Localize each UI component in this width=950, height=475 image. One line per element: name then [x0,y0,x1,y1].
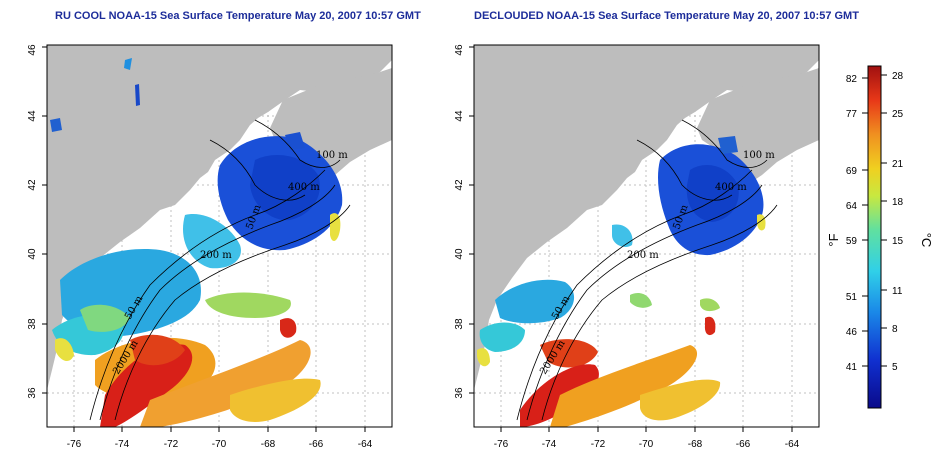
lat-tick-label: 46 [27,44,38,56]
lat-tick-label: 40 [454,248,465,260]
left-map-panel: 100 m 400 m 50 m 200 m 50 m 2000 m -76 -… [27,44,393,450]
lon-tick-label: -66 [736,439,751,450]
lon-tick-label: -76 [67,439,82,450]
land-mass [474,45,819,390]
contour-label: 100 m [316,150,348,161]
lat-tick-label: 44 [454,110,465,122]
bathymetry-contours-right [516,119,778,421]
lon-tick-label: -68 [688,439,703,450]
lon-tick-label: -72 [164,439,179,450]
celsius-tick-label: 28 [892,71,904,82]
celsius-tick-label: 11 [892,286,903,297]
fahrenheit-tick-label: 41 [846,362,858,373]
lon-tick-label: -74 [542,439,557,450]
contour-label: 400 m [288,182,320,193]
right-map-title: DECLOUDED NOAA-15 Sea Surface Temperatur… [474,10,859,22]
left-map-title: RU COOL NOAA-15 Sea Surface Temperature … [55,10,421,22]
lon-tick-label: -76 [494,439,509,450]
fahrenheit-tick-label: 82 [846,74,858,85]
celsius-tick-label: 5 [892,362,898,373]
contour-label: 400 m [715,182,747,193]
lon-tick-label: -70 [639,439,654,450]
temperature-colorbar: 82 77 69 64 59 51 46 41 28 25 21 18 15 1… [826,65,934,409]
lon-tick-label: -64 [358,439,373,450]
land-mass [47,45,392,390]
celsius-tick-label: 18 [892,197,904,208]
contour-label: 100 m [743,150,775,161]
lon-tick-label: -72 [591,439,606,450]
celsius-tick-label: 8 [892,324,898,335]
celsius-unit-label: °C [919,233,934,248]
lat-tick-label: 38 [27,318,38,330]
lat-tick-label: 42 [454,179,465,191]
lat-tick-label: 38 [454,318,465,330]
lon-tick-label: -74 [115,439,130,450]
lat-tick-label: 40 [27,248,38,260]
lat-tick-label: 36 [454,387,465,399]
lat-tick-label: 42 [27,179,38,191]
celsius-tick-label: 25 [892,109,904,120]
lon-tick-label: -68 [261,439,276,450]
colorbar-gradient [867,65,882,409]
fahrenheit-tick-label: 64 [846,201,858,212]
lon-tick-label: -66 [309,439,324,450]
lon-tick-label: -64 [785,439,800,450]
celsius-tick-label: 21 [892,159,904,170]
sst-data-left [50,58,343,427]
fahrenheit-tick-label: 51 [846,292,858,303]
right-map-panel: 100 m 400 m 50 m 200 m 50 m 2000 m -76 -… [454,44,820,450]
contour-label: 200 m [200,250,232,261]
lon-tick-label: -70 [212,439,227,450]
fahrenheit-tick-label: 69 [846,166,858,177]
fahrenheit-tick-label: 77 [846,109,858,120]
fahrenheit-tick-label: 46 [846,327,858,338]
contour-label: 200 m [627,250,659,261]
celsius-tick-label: 15 [892,236,904,247]
lat-tick-label: 46 [454,44,465,56]
lat-tick-label: 44 [27,110,38,122]
lat-tick-label: 36 [27,387,38,399]
fahrenheit-tick-label: 59 [846,236,858,247]
bathymetry-contours-left [89,119,351,421]
fahrenheit-unit-label: °F [826,233,841,246]
